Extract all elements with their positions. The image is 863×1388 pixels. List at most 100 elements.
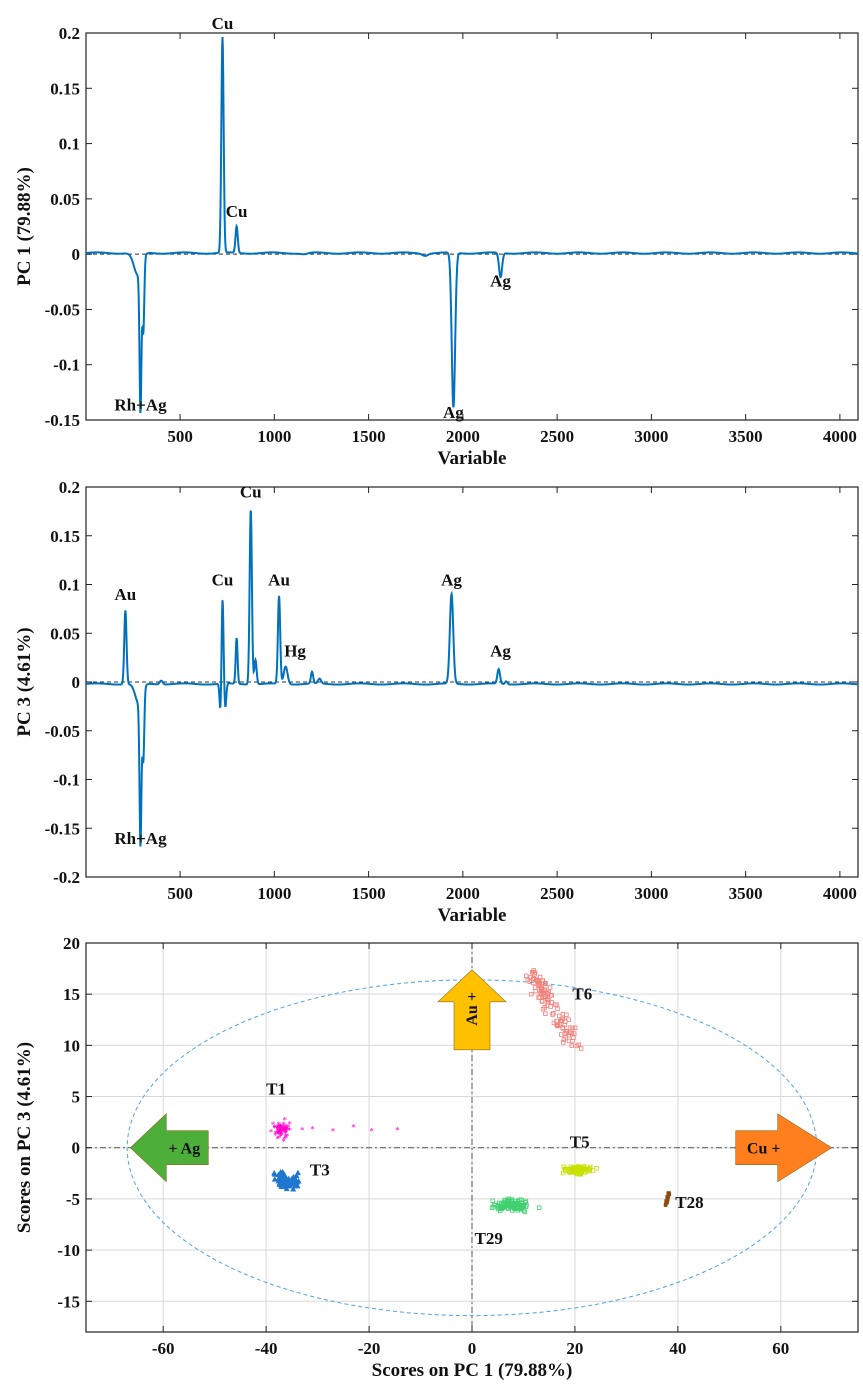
series-t3	[271, 1168, 302, 1192]
data-point	[285, 1180, 292, 1186]
x-tick-label: 20	[566, 1339, 583, 1358]
series-t5	[560, 1164, 599, 1177]
x-tick-label: 2000	[446, 427, 480, 446]
data-point	[547, 985, 553, 990]
data-point: *	[276, 1124, 281, 1134]
data-point	[665, 1200, 669, 1205]
data-point: *	[300, 1125, 305, 1135]
y-tick-label: -0.15	[45, 819, 80, 838]
data-point	[542, 1005, 547, 1010]
y-tick-label: 20	[63, 934, 80, 953]
arrow-right-icon	[735, 1113, 833, 1183]
x-axis-label: Variable	[438, 448, 507, 469]
group-label: T5	[570, 1133, 590, 1152]
data-point	[551, 1020, 557, 1026]
data-point	[587, 1168, 592, 1174]
x-tick-label: 1000	[257, 427, 291, 446]
data-point	[555, 1023, 561, 1028]
data-point	[532, 985, 538, 990]
data-point	[663, 1203, 668, 1207]
data-point: *	[285, 1123, 290, 1133]
y-tick-label: -15	[57, 1292, 80, 1311]
data-point: *	[283, 1126, 288, 1136]
data-point: *	[284, 1128, 289, 1138]
y-tick-label: -10	[57, 1241, 80, 1260]
x-tick-label: 3000	[634, 427, 668, 446]
data-point	[277, 1173, 284, 1179]
data-point: *	[395, 1125, 400, 1135]
peak-label: Ag	[441, 570, 462, 589]
data-point: *	[274, 1129, 279, 1139]
data-point: *	[279, 1124, 284, 1134]
data-point	[271, 1169, 278, 1176]
x-tick-label: 0	[468, 1339, 477, 1358]
series-t28	[663, 1191, 672, 1207]
data-point: *	[278, 1126, 283, 1136]
data-point	[561, 1040, 566, 1045]
data-point: *	[280, 1122, 285, 1132]
data-point	[523, 1198, 529, 1204]
peak-label: Rh+Ag	[114, 395, 167, 414]
x-tick-label: 3500	[729, 884, 763, 903]
y-tick-label: 0.1	[59, 135, 80, 154]
pc3-loadings: 500 1000 1500 2000 2500 3000 3500 4000 -0.2 -0.15…	[14, 478, 859, 926]
data-point: *	[283, 1127, 288, 1137]
data-point	[538, 991, 543, 996]
data-point: *	[281, 1137, 286, 1147]
y-tick-label: 0	[72, 245, 81, 264]
x-tick-label: 500	[167, 427, 193, 446]
data-point	[538, 987, 544, 992]
group-label: T6	[572, 984, 592, 1003]
data-point	[278, 1183, 285, 1189]
data-point	[294, 1182, 301, 1189]
data-point	[535, 979, 541, 984]
data-point	[560, 1025, 565, 1031]
data-point	[529, 991, 534, 997]
data-point	[667, 1192, 672, 1196]
data-point	[560, 1170, 566, 1176]
data-point: *	[278, 1122, 283, 1132]
data-point: *	[331, 1126, 336, 1136]
data-point: *	[283, 1122, 288, 1132]
data-point: *	[286, 1123, 291, 1133]
y-tick-label: 0.05	[50, 190, 80, 209]
data-point	[563, 1167, 569, 1172]
data-point	[537, 995, 543, 1000]
data-point	[564, 1012, 569, 1017]
x-tick-label: 3000	[634, 884, 668, 903]
arrow-up-icon	[437, 969, 507, 1051]
group-label: T28	[675, 1193, 703, 1212]
data-point: *	[283, 1128, 288, 1138]
peak-label: Ag	[490, 272, 511, 291]
data-point	[281, 1171, 288, 1177]
x-tick-label: 60	[772, 1339, 789, 1358]
data-point: *	[283, 1126, 288, 1136]
data-point: *	[278, 1132, 283, 1142]
data-point: *	[281, 1127, 286, 1137]
data-point	[571, 1035, 576, 1040]
data-point: *	[276, 1126, 281, 1136]
peak-label: Ag	[490, 642, 511, 661]
data-point	[588, 1166, 593, 1171]
peak-label: Rh+Ag	[114, 829, 167, 848]
data-point: *	[351, 1122, 356, 1132]
y-tick-label: -0.1	[53, 356, 80, 375]
y-tick-label: -0.1	[53, 771, 80, 790]
data-point	[665, 1195, 670, 1199]
data-point: *	[282, 1127, 287, 1137]
data-point: *	[279, 1131, 284, 1141]
y-tick-label: -0.05	[45, 722, 80, 741]
data-point: *	[285, 1125, 290, 1135]
data-point: *	[277, 1128, 282, 1138]
peak-label: Cu	[212, 570, 234, 589]
data-point: *	[276, 1125, 281, 1135]
data-point: *	[285, 1131, 290, 1141]
data-point: *	[272, 1124, 277, 1134]
x-tick-label: 3500	[729, 427, 763, 446]
data-point	[499, 1206, 505, 1211]
y-tick-label: 0	[72, 673, 81, 692]
data-point	[490, 1198, 495, 1203]
data-point: *	[284, 1133, 289, 1143]
data-point: *	[283, 1125, 288, 1135]
